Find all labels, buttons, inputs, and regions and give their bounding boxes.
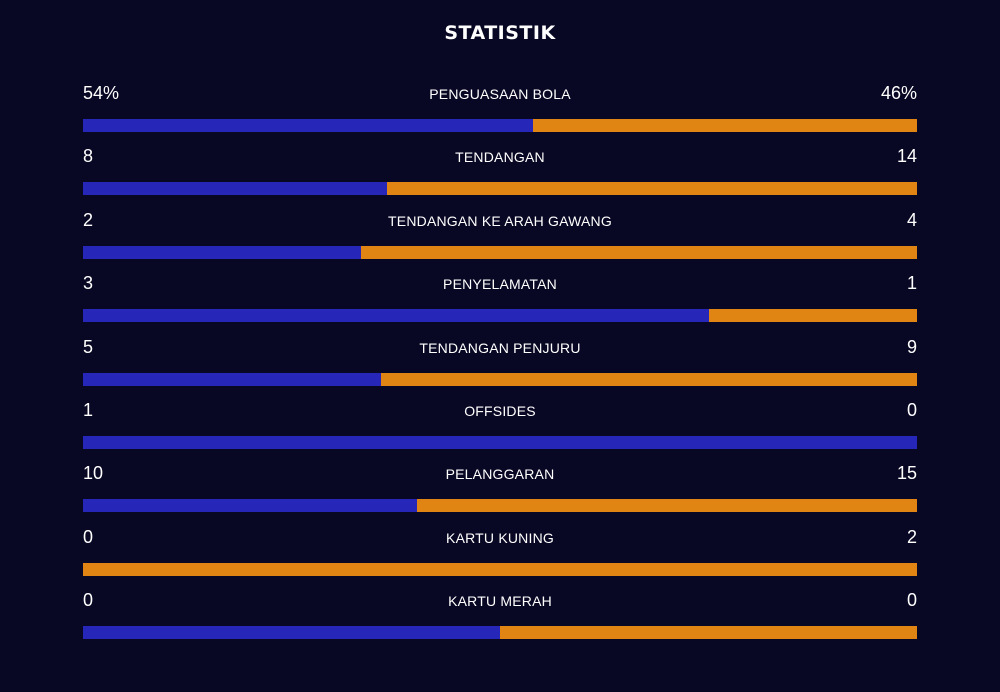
home-bar-segment	[83, 499, 417, 513]
stat-label: TENDANGAN PENJURU	[419, 339, 581, 356]
away-value: 46%	[880, 83, 917, 103]
stats-list: 54% PENGUASAAN BOLA 46% 8 TENDANGAN 14	[83, 80, 917, 651]
away-value: 0	[906, 399, 917, 420]
away-bar-segment	[500, 626, 917, 640]
comparison-bar	[83, 499, 917, 513]
away-bar-segment	[83, 562, 917, 576]
home-value: 5	[83, 336, 94, 357]
away-bar-segment	[386, 182, 917, 196]
home-bar-segment	[83, 435, 917, 449]
stat-row: 0 KARTU MERAH 0	[83, 587, 917, 650]
stat-row: 10 PELANGGARAN 15	[83, 460, 917, 523]
away-value: 4	[906, 209, 917, 230]
away-bar-segment	[380, 372, 917, 386]
home-value: 10	[83, 463, 104, 484]
stat-row: 5 TENDANGAN PENJURU 9	[83, 334, 917, 397]
away-value: 2	[906, 526, 917, 547]
home-value: 2	[83, 209, 94, 230]
away-bar-segment	[708, 309, 917, 323]
away-bar-segment	[533, 119, 917, 132]
away-value: 0	[906, 590, 917, 611]
away-value: 14	[896, 146, 917, 167]
home-value: 1	[83, 399, 94, 420]
away-bar-segment	[416, 499, 917, 513]
comparison-bar	[83, 435, 917, 449]
stat-row: 1 OFFSIDES 0	[83, 397, 917, 460]
home-bar-segment	[83, 119, 534, 132]
home-bar-segment	[83, 182, 387, 196]
comparison-bar	[83, 562, 917, 576]
home-value: 0	[83, 526, 94, 547]
away-bar-segment	[360, 245, 917, 259]
home-bar-segment	[83, 372, 381, 386]
stat-label: OFFSIDES	[464, 402, 536, 419]
away-value: 1	[906, 273, 917, 294]
stat-row: 3 PENYELAMATAN 1	[83, 270, 917, 333]
home-bar-segment	[83, 309, 709, 323]
comparison-bar	[83, 372, 917, 386]
home-bar-segment	[83, 245, 361, 259]
home-value: 0	[83, 590, 94, 611]
home-value: 3	[83, 273, 94, 294]
panel-title: STATISTIK	[444, 22, 556, 44]
stat-label: TENDANGAN KE ARAH GAWANG	[388, 212, 612, 229]
stat-row: 8 TENDANGAN 14	[83, 143, 917, 206]
comparison-bar	[83, 309, 917, 323]
stat-label: KARTU KUNING	[446, 529, 554, 546]
comparison-bar	[83, 626, 917, 640]
stat-row: 2 TENDANGAN KE ARAH GAWANG 4	[83, 207, 917, 270]
home-value: 54%	[83, 83, 120, 103]
stat-row: 0 KARTU KUNING 2	[83, 524, 917, 587]
away-value: 15	[896, 463, 917, 484]
stat-row: 54% PENGUASAAN BOLA 46%	[83, 80, 917, 143]
comparison-bar	[83, 182, 917, 196]
comparison-bar	[83, 245, 917, 259]
stat-label: TENDANGAN	[455, 149, 545, 166]
stat-label: PELANGGARAN	[445, 466, 555, 483]
stat-label: PENYELAMATAN	[443, 276, 557, 293]
stat-label: KARTU MERAH	[448, 593, 552, 610]
away-value: 9	[906, 336, 917, 357]
stat-label: PENGUASAAN BOLA	[429, 86, 571, 102]
home-value: 8	[83, 146, 94, 167]
comparison-bar	[83, 119, 917, 132]
home-bar-segment	[83, 626, 500, 640]
